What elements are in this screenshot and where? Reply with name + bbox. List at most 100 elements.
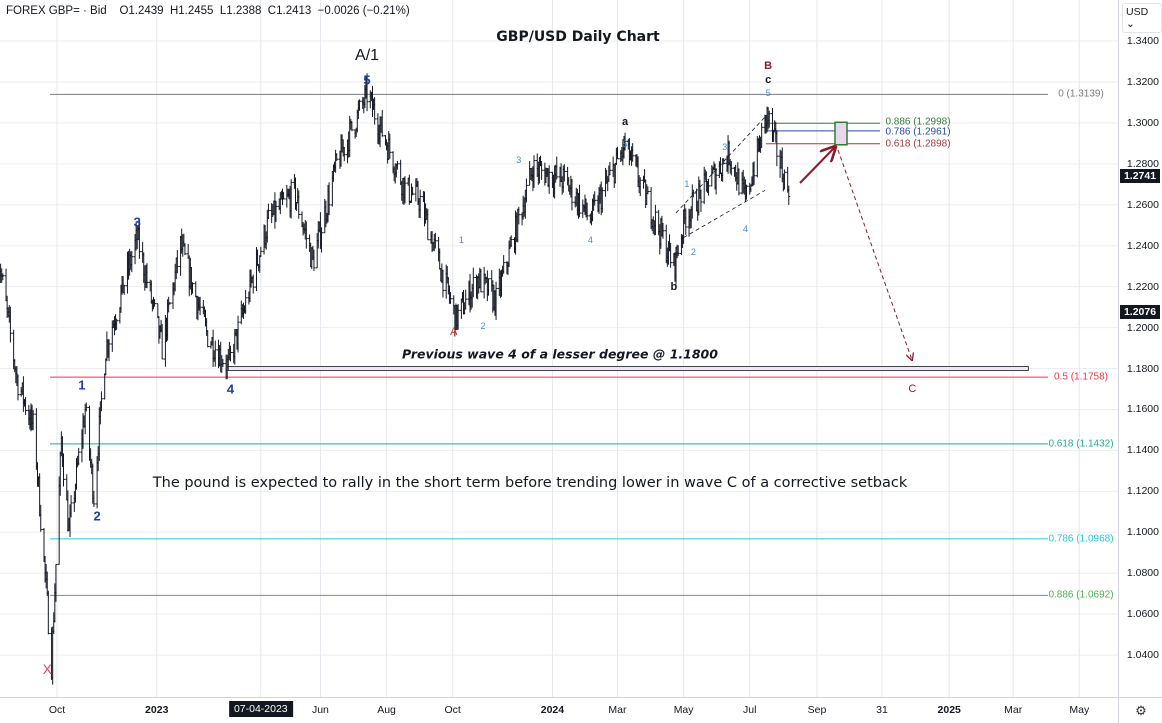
wave-label: b: [670, 280, 678, 293]
wave-label: 4: [742, 224, 748, 235]
time-tick: 2023: [145, 704, 169, 716]
ohlc-bar: [411, 186, 415, 196]
ohlc-bar: [524, 178, 528, 203]
ohlc-bar: [449, 292, 453, 304]
price-tick: 1.3000: [1126, 116, 1159, 129]
time-tick: Oct: [48, 704, 66, 716]
wave-label: 1: [78, 377, 86, 393]
gear-icon[interactable]: ⚙: [1118, 697, 1162, 723]
ohlc-bar: [236, 315, 240, 353]
ohlc-bar: [707, 178, 711, 196]
ohlc-bar: [479, 268, 483, 293]
drawings[interactable]: [227, 114, 1029, 371]
ohlc-bar: [274, 200, 278, 222]
ohlc-bar: [684, 208, 688, 235]
fib-level-label: 0.5 (1.1758): [1054, 371, 1108, 383]
ohlc-bar: [486, 278, 490, 296]
time-axis[interactable]: Oct 2023 07-04-2023 Jun Aug Oct 2024 Mar May Jul S…: [0, 697, 1118, 723]
ohlc-bar: [471, 267, 475, 298]
ohlc-bar: [615, 146, 619, 160]
price-tick: 1.3200: [1126, 75, 1159, 88]
ohlc-bar: [388, 133, 392, 159]
ohlc-bar: [729, 161, 733, 176]
ohlc-bar: [289, 179, 293, 219]
wave-label: a: [622, 115, 629, 128]
ohlc-bar: [653, 204, 657, 236]
time-tick: Mar: [1004, 704, 1023, 716]
ohlc-bar: [691, 189, 695, 198]
ohlc-bar: [395, 160, 399, 170]
ohlc-bar: [760, 122, 764, 148]
price-tick: 1.1000: [1126, 526, 1159, 539]
ohlc-bar: [631, 143, 635, 162]
low-value: L1.2388: [219, 5, 262, 17]
support-zone-rectangle[interactable]: [227, 366, 1029, 371]
ohlc-bar: [34, 408, 38, 470]
wave-label: 3: [133, 214, 141, 230]
wave-label: 2: [690, 246, 696, 257]
ohlc-bar: [350, 121, 354, 132]
ohlc-bar: [221, 358, 225, 368]
ohlc-bar: [403, 176, 407, 204]
rally-arrow[interactable]: [799, 147, 835, 184]
target-zone-box[interactable]: [834, 121, 848, 146]
ohlc-bar: [433, 232, 437, 249]
ohlc-bar: [137, 219, 141, 259]
price-chart[interactable]: [0, 0, 1118, 697]
ohlc-bar: [46, 590, 50, 635]
price-axis[interactable]: 1.3400 1.3200 1.3000 1.2800 1.2600 1.2400 1.22…: [1118, 0, 1162, 697]
time-tick: May: [1069, 704, 1090, 716]
fib-level-label: 0.618 (1.1432): [1048, 438, 1114, 450]
ohlc-bar: [699, 189, 703, 212]
time-tick: 2025: [937, 704, 961, 716]
ohlc-bar: [198, 296, 202, 316]
ohlc-bar: [562, 164, 566, 182]
channel-trendline[interactable]: [675, 114, 768, 214]
fib-minor-label: 0.618 (1.2898): [885, 138, 951, 150]
ohlc-bar: [426, 208, 430, 241]
time-tick: 2024: [540, 704, 565, 716]
change-value: −0.0026 (−0.21%): [317, 5, 410, 17]
fib-level-label: 0.886 (1.0692): [1048, 589, 1114, 601]
time-tick: May: [673, 704, 694, 716]
ohlc-bar: [335, 153, 339, 161]
wave-label: 4: [226, 381, 235, 397]
time-tick: Sep: [807, 704, 827, 716]
open-value: O1.2439: [119, 5, 164, 17]
ohlc-bar: [251, 274, 255, 294]
time-tick: Oct: [444, 704, 461, 716]
ohlc-bar: [160, 324, 164, 360]
ohlc-bar: [312, 249, 316, 272]
ohlc-bar: [646, 186, 650, 195]
ohlc-bar: [69, 495, 73, 518]
ohlc-bar: [62, 453, 66, 487]
ohlc-bar: [228, 345, 232, 362]
price-tick: 1.2600: [1126, 198, 1159, 211]
ohlc-bar: [441, 269, 445, 298]
ohlc-bar: [593, 191, 597, 206]
ohlc-bar: [320, 227, 324, 253]
fib-retracement[interactable]: [50, 93, 1048, 596]
currency-selector[interactable]: USD ⌄: [1122, 3, 1162, 33]
commentary-text: The pound is expected to rally in the sh…: [152, 475, 908, 491]
price-bars: [0, 73, 791, 685]
channel-trendline[interactable]: [683, 190, 766, 238]
ohlc-bar: [509, 235, 513, 248]
ohlc-bar: [194, 281, 198, 298]
projection-arrow[interactable]: [837, 149, 912, 360]
ohlc-bar: [638, 177, 642, 197]
wave-label: 1: [684, 179, 690, 190]
time-tick: 31: [876, 704, 888, 716]
ohlc-bar: [39, 504, 43, 532]
wave-label: 4: [587, 234, 593, 245]
ohlc-bar: [31, 410, 35, 431]
time-tick: Jun: [311, 704, 329, 716]
ohlc-bar: [175, 250, 179, 274]
price-tick: 1.2800: [1126, 157, 1159, 170]
fib-minor-label: 0.786 (1.2961): [885, 126, 951, 138]
ohlc-bar: [357, 99, 361, 111]
price-tick: 1.2200: [1126, 280, 1159, 293]
ohlc-bar: [669, 242, 673, 268]
ohlc-bar: [145, 263, 149, 289]
ohlc-bar: [380, 110, 384, 137]
